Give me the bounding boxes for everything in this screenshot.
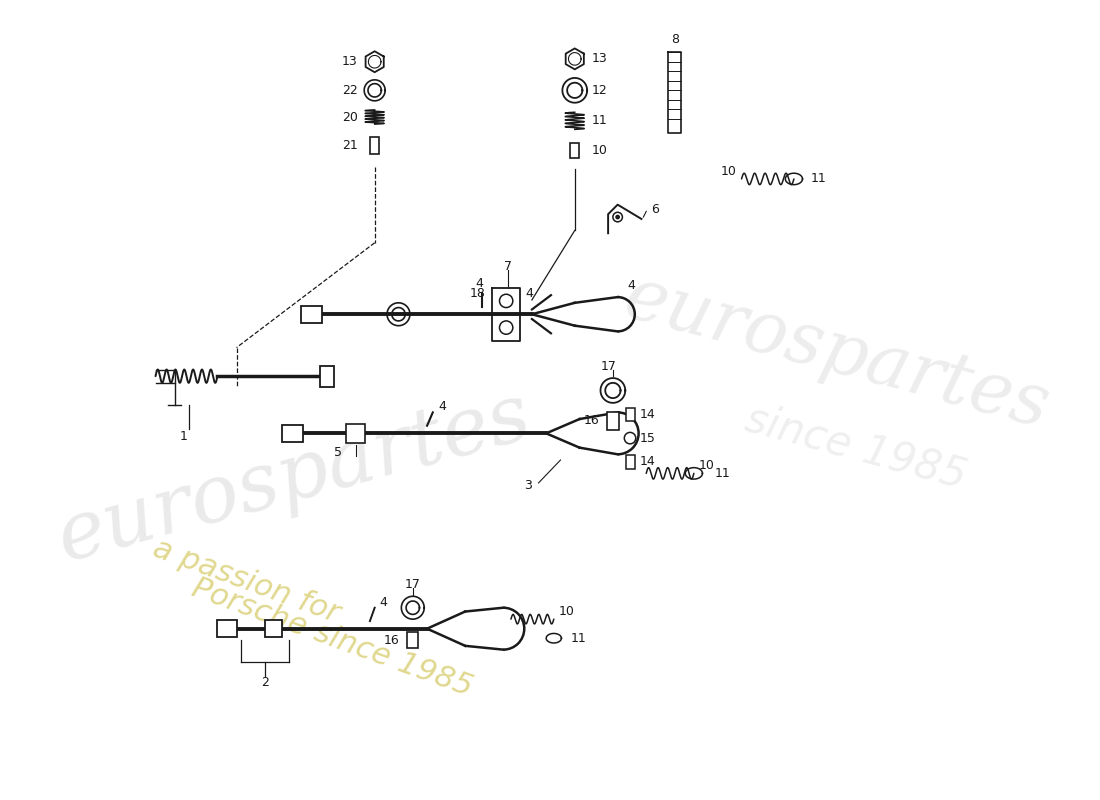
Text: 7: 7 bbox=[504, 260, 513, 273]
Bar bbox=[218, 620, 236, 638]
Text: 13: 13 bbox=[342, 55, 358, 68]
Text: 12: 12 bbox=[592, 84, 607, 97]
Bar bbox=[626, 408, 635, 421]
Text: Porsche since 1985: Porsche since 1985 bbox=[187, 574, 476, 702]
Bar bbox=[407, 633, 418, 648]
Text: since 1985: since 1985 bbox=[740, 398, 971, 498]
Bar bbox=[626, 455, 635, 469]
Text: 21: 21 bbox=[342, 139, 358, 152]
Text: 16: 16 bbox=[384, 634, 399, 646]
Text: 14: 14 bbox=[639, 455, 656, 469]
Bar bbox=[571, 142, 579, 158]
Circle shape bbox=[625, 432, 636, 444]
Text: 11: 11 bbox=[592, 114, 607, 127]
Text: 11: 11 bbox=[811, 173, 827, 186]
Text: 4: 4 bbox=[475, 278, 483, 290]
Text: 2: 2 bbox=[261, 675, 270, 689]
Bar bbox=[371, 137, 380, 154]
Text: 10: 10 bbox=[720, 165, 737, 178]
Text: 17: 17 bbox=[405, 578, 420, 591]
Text: 11: 11 bbox=[571, 632, 586, 645]
Text: 4: 4 bbox=[439, 400, 447, 413]
Text: 16: 16 bbox=[584, 414, 600, 427]
Bar bbox=[346, 424, 365, 443]
Text: 6: 6 bbox=[651, 203, 659, 216]
Text: 18: 18 bbox=[470, 286, 485, 300]
Bar bbox=[320, 366, 333, 386]
Text: 4: 4 bbox=[379, 595, 387, 609]
Text: 10: 10 bbox=[592, 144, 608, 157]
Text: 10: 10 bbox=[698, 459, 715, 472]
Text: eurospartes: eurospartes bbox=[48, 376, 539, 577]
Bar bbox=[265, 620, 283, 638]
Text: 10: 10 bbox=[559, 605, 574, 618]
Text: 1: 1 bbox=[180, 430, 188, 442]
Text: 13: 13 bbox=[592, 52, 607, 66]
Text: eurospartes: eurospartes bbox=[617, 262, 1057, 443]
Text: 8: 8 bbox=[671, 34, 679, 46]
Bar bbox=[301, 306, 322, 323]
Text: 11: 11 bbox=[715, 467, 730, 480]
Text: 3: 3 bbox=[524, 479, 532, 492]
Circle shape bbox=[615, 214, 620, 219]
Text: 4: 4 bbox=[525, 286, 533, 300]
Text: 4: 4 bbox=[627, 279, 635, 292]
Text: 17: 17 bbox=[601, 360, 616, 373]
Text: 22: 22 bbox=[342, 84, 358, 97]
Text: 5: 5 bbox=[334, 446, 342, 459]
Text: a passion for: a passion for bbox=[148, 534, 343, 628]
Bar bbox=[283, 425, 304, 442]
Text: 14: 14 bbox=[639, 408, 656, 421]
Bar bbox=[607, 412, 618, 430]
Text: 15: 15 bbox=[639, 432, 656, 445]
Text: 20: 20 bbox=[342, 110, 358, 123]
